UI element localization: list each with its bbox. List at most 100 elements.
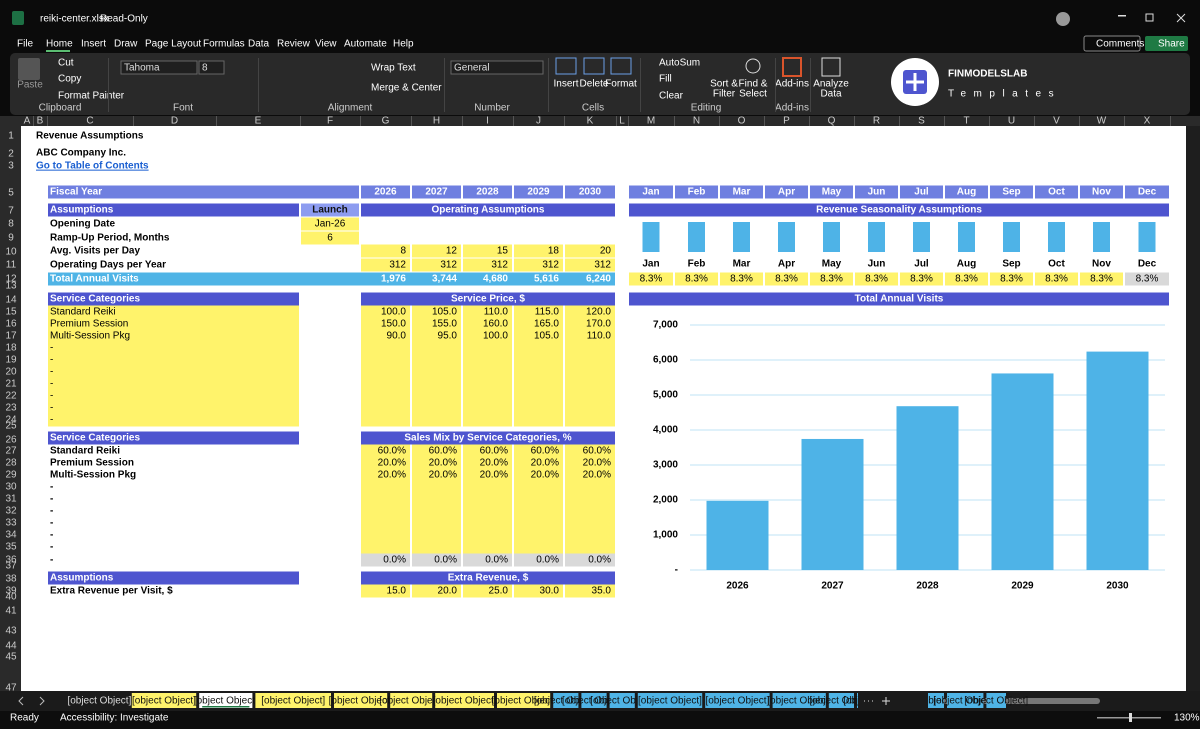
seasonality-value[interactable]: 8.3% [640, 274, 663, 285]
close[interactable] [1176, 13, 1186, 23]
total-cell[interactable]: 3,744 [432, 274, 457, 285]
sort-filter[interactable]: Filter [713, 89, 736, 100]
section-header[interactable]: Service Categories [50, 294, 140, 305]
input-cell[interactable]: 60.0% [583, 446, 611, 457]
sheet-tab[interactable]: [object Object] [132, 696, 196, 707]
merge-center[interactable]: Merge & Center [371, 83, 442, 94]
input-cell[interactable]: 8 [400, 246, 406, 257]
sheet-tab[interactable]: [object Object] [194, 696, 258, 707]
sheet-tab-bg[interactable] [334, 693, 388, 708]
menu-tab[interactable]: Draw [114, 39, 138, 50]
row-label[interactable]: - [50, 355, 53, 366]
share-label[interactable]: Share [1158, 39, 1185, 50]
comments-button[interactable] [1083, 35, 1141, 52]
sheet-tab[interactable]: [object Object] [329, 696, 393, 707]
autosum[interactable]: AutoSum [659, 58, 700, 69]
month-header[interactable]: Apr [778, 187, 795, 198]
fill[interactable]: Fill [659, 74, 672, 85]
find-select[interactable]: Find & [739, 79, 768, 90]
delete-icon[interactable] [583, 57, 605, 75]
input-cell[interactable]: 150.0 [381, 319, 406, 330]
sheet-tab[interactable]: [object Object] [534, 696, 598, 707]
input-cell[interactable]: 20.0% [531, 458, 559, 469]
sheet-tab[interactable]: [object Object] [261, 696, 325, 707]
input-cell[interactable]: 60.0% [429, 446, 457, 457]
restore[interactable] [1145, 13, 1154, 22]
section-header[interactable]: Service Categories [50, 433, 140, 444]
input-cell[interactable]: 6 [327, 233, 333, 244]
section-header[interactable]: Service Price, $ [451, 294, 525, 305]
sheet-tab-bg[interactable] [637, 693, 703, 708]
sheet-tab-bg[interactable] [772, 693, 826, 708]
total-cell[interactable]: 5,616 [534, 274, 559, 285]
sheet-tab-bg[interactable] [609, 693, 635, 708]
sheet-tab-bg[interactable] [435, 693, 494, 708]
fiscal-year-label[interactable]: Fiscal Year [50, 187, 102, 198]
input-cell[interactable]: 20.0% [378, 458, 406, 469]
sheet-tab[interactable]: [object Object] [705, 696, 769, 707]
seasonality-value[interactable]: 8.3% [685, 274, 708, 285]
sheet-tab-bg[interactable] [199, 693, 253, 708]
month-header[interactable]: Jan [642, 187, 659, 198]
sort-filter[interactable]: Sort & [710, 79, 738, 90]
row-label[interactable]: - [50, 494, 53, 505]
sheet-tab[interactable]: [object Object] [379, 696, 443, 707]
sheet-tab-bg[interactable] [828, 693, 854, 708]
row-label[interactable]: - [50, 518, 53, 529]
row-label[interactable]: Extra Revenue per Visit, $ [50, 586, 173, 597]
row-label[interactable]: - [50, 506, 53, 517]
input-cell[interactable]: 15.0 [387, 586, 407, 597]
sheet-tab[interactable]: [object Object] [933, 696, 997, 707]
sheet-tab[interactable]: [object Object] [492, 696, 556, 707]
seasonality-value[interactable]: 8.3% [1000, 274, 1023, 285]
month-header[interactable]: Mar [733, 187, 751, 198]
sheet-tab[interactable]: [object Object] [767, 696, 831, 707]
month-header[interactable]: Feb [688, 187, 706, 198]
sheet-tab[interactable]: [object Object] [562, 696, 626, 707]
seasonality-value[interactable]: 8.3% [820, 274, 843, 285]
font-name[interactable]: Tahoma [124, 63, 160, 74]
input-cell[interactable]: 95.0 [438, 331, 458, 342]
row-label[interactable]: - [50, 542, 53, 553]
analyze-icon[interactable] [821, 57, 841, 77]
input-cell[interactable]: 312 [389, 260, 406, 271]
seasonality-value[interactable]: 8.3% [775, 274, 798, 285]
input-cell[interactable]: 115.0 [535, 307, 560, 318]
row-label[interactable]: Ramp-Up Period, Months [50, 233, 170, 244]
section-header[interactable]: Sales Mix by Service Categories, % [404, 433, 571, 444]
section-header[interactable]: Assumptions [50, 205, 114, 216]
month-header[interactable]: Oct [1048, 187, 1065, 198]
zoom-thumb[interactable] [1129, 713, 1132, 722]
seasonality-value[interactable]: 8.3% [865, 274, 888, 285]
total-label[interactable]: Total Annual Visits [50, 274, 139, 285]
sheet-tab[interactable]: [object Object] [809, 696, 873, 707]
input-cell[interactable]: 30.0 [540, 586, 560, 597]
input-cell[interactable]: 312 [440, 260, 457, 271]
row-label[interactable]: Avg. Visits per Day [50, 246, 140, 257]
total-cell[interactable]: 0.0% [536, 555, 559, 566]
chart-title[interactable]: Total Annual Visits [855, 294, 944, 305]
cut[interactable]: Cut [58, 58, 74, 69]
input-cell[interactable]: 60.0% [480, 446, 508, 457]
input-cell[interactable]: 20.0% [480, 458, 508, 469]
status-accessibility[interactable]: Accessibility: Investigate [60, 713, 169, 724]
total-cell[interactable]: 1,976 [381, 274, 406, 285]
share-button[interactable] [1145, 36, 1188, 51]
menu-tab[interactable]: Formulas [203, 39, 245, 50]
input-cell[interactable]: 90.0 [387, 331, 407, 342]
row-label[interactable]: Multi-Session Pkg [50, 331, 130, 342]
format-painter[interactable]: Format Painter [58, 91, 125, 102]
sheet-tab-bg[interactable] [947, 693, 984, 708]
menu-tab[interactable]: View [315, 39, 337, 50]
row-label[interactable]: Premium Session [50, 458, 134, 469]
nav-arrows[interactable] [18, 696, 45, 706]
section-header[interactable]: Launch [312, 205, 348, 216]
input-cell[interactable]: 12 [446, 246, 458, 257]
input-cell[interactable]: 312 [594, 260, 611, 271]
input-cell[interactable]: 170.0 [586, 319, 611, 330]
input-cell[interactable]: 15 [497, 246, 509, 257]
year-header[interactable]: 2030 [579, 187, 602, 198]
row-label[interactable]: Standard Reiki [50, 307, 116, 318]
toc-link[interactable]: Go to Table of Contents [36, 161, 149, 172]
vertical-scrollbar[interactable] [1186, 126, 1200, 691]
